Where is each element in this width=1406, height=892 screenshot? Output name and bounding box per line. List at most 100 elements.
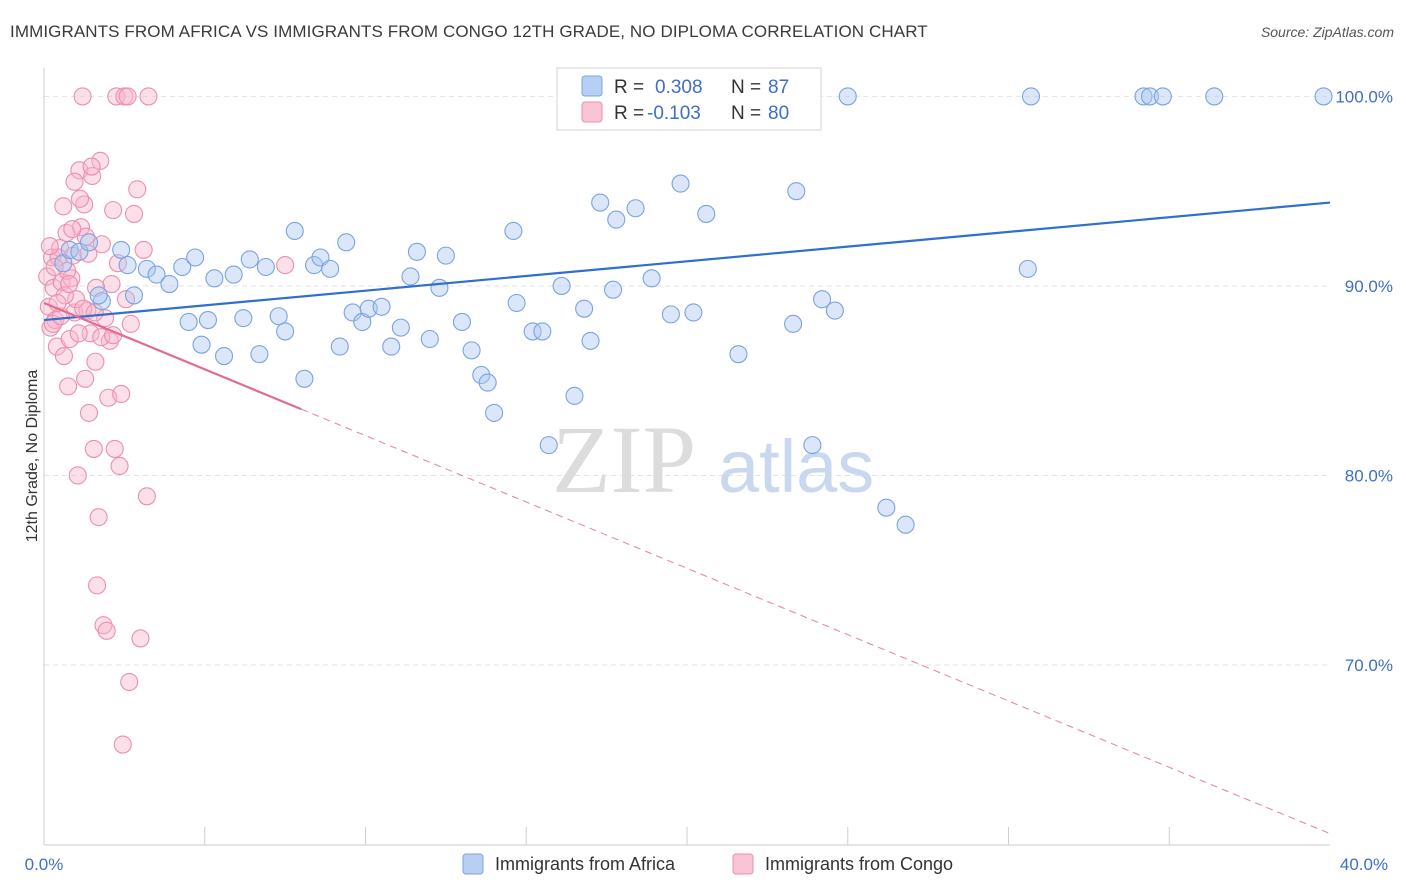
point-africa-26 xyxy=(285,221,304,241)
point-africa-19 xyxy=(224,265,243,284)
point-africa-25 xyxy=(276,322,295,341)
point-congo-71 xyxy=(40,237,59,256)
legend-r-value-congo: -0.103 xyxy=(647,103,701,124)
point-africa-49 xyxy=(504,221,523,241)
point-africa-51 xyxy=(523,322,542,341)
point-africa-40 xyxy=(407,242,426,261)
point-africa-45 xyxy=(462,341,481,360)
point-congo-38 xyxy=(102,274,121,294)
bottom-legend: Immigrants from Africa Immigrants from C… xyxy=(462,853,953,875)
watermark-atlas: atlas xyxy=(718,425,874,508)
legend-n-label-congo: N = xyxy=(731,103,761,124)
point-africa-54 xyxy=(552,276,571,295)
legend-n-value-africa: 87 xyxy=(768,77,789,98)
point-congo-45 xyxy=(113,735,132,754)
point-africa-81 xyxy=(1153,87,1172,106)
trend-line-congo-solid xyxy=(43,301,302,411)
y-tick-label-80: 80.0% xyxy=(1345,466,1393,485)
point-africa-69 xyxy=(784,314,803,333)
point-africa-23 xyxy=(256,257,275,277)
point-congo-30 xyxy=(89,508,108,527)
trend-line-congo-dashed xyxy=(300,408,1331,835)
point-congo-52 xyxy=(128,180,147,199)
point-africa-4 xyxy=(92,292,111,311)
point-africa-10 xyxy=(147,265,166,284)
point-africa-73 xyxy=(825,301,844,320)
watermark-zip: ZIP xyxy=(552,406,696,513)
point-africa-42 xyxy=(430,278,449,297)
point-africa-47 xyxy=(478,373,497,392)
point-congo-58 xyxy=(55,286,74,305)
point-africa-76 xyxy=(896,515,915,534)
point-africa-2 xyxy=(70,242,89,261)
point-africa-67 xyxy=(729,345,748,364)
point-congo-66 xyxy=(45,257,64,277)
legend-box: R = 0.308 N = 87 R = -0.103 N = 80 xyxy=(556,67,822,131)
point-africa-74 xyxy=(838,87,857,106)
point-congo-55 xyxy=(137,487,156,506)
source-label: Source: ZipAtlas.com xyxy=(1260,24,1394,40)
point-africa-5 xyxy=(89,286,108,305)
legend-n-label-africa: N = xyxy=(731,77,761,98)
point-congo-27 xyxy=(84,439,103,458)
point-africa-8 xyxy=(124,286,144,305)
point-congo-48 xyxy=(118,87,137,106)
point-congo-64 xyxy=(63,220,82,239)
point-africa-13 xyxy=(179,312,198,331)
point-congo-76 xyxy=(70,189,90,208)
point-congo-50 xyxy=(121,314,140,333)
point-congo-39 xyxy=(104,201,123,220)
point-africa-57 xyxy=(581,331,600,350)
legend-swatch-congo xyxy=(581,101,603,123)
point-congo-17 xyxy=(68,466,87,485)
point-congo-29 xyxy=(87,576,107,595)
point-congo-24 xyxy=(79,403,99,422)
legend-r-value-africa: 0.308 xyxy=(655,77,703,98)
bottom-legend-label-congo: Immigrants from Congo xyxy=(765,854,953,874)
point-congo-62 xyxy=(82,157,101,176)
point-africa-63 xyxy=(661,305,680,324)
point-congo-44 xyxy=(112,384,131,404)
point-africa-39 xyxy=(401,267,420,286)
point-africa-44 xyxy=(452,312,472,331)
trend-line-africa xyxy=(43,201,1331,322)
point-africa-59 xyxy=(604,280,623,299)
point-africa-14 xyxy=(186,248,205,267)
x-tick-label-min: 0.0% xyxy=(25,855,64,874)
y-tick-labels: 70.0% 80.0% 90.0% 100.0% xyxy=(1335,87,1393,675)
point-africa-82 xyxy=(1205,87,1224,106)
point-congo-16 xyxy=(67,290,86,309)
point-africa-55 xyxy=(565,386,584,405)
point-congo-72 xyxy=(65,172,84,191)
point-africa-61 xyxy=(626,199,645,218)
y-tick-label-90: 90.0% xyxy=(1345,277,1393,296)
point-congo-49 xyxy=(120,672,139,692)
point-congo-51 xyxy=(124,204,144,223)
point-africa-32 xyxy=(337,233,356,252)
point-africa-75 xyxy=(877,498,896,517)
point-africa-3 xyxy=(79,233,99,252)
point-africa-72 xyxy=(812,290,832,309)
point-africa-46 xyxy=(472,365,491,385)
legend-r-label-africa: R = xyxy=(614,77,644,98)
point-africa-41 xyxy=(420,329,439,349)
point-congo-9 xyxy=(54,197,73,216)
point-africa-79 xyxy=(1134,87,1153,106)
point-congo-77 xyxy=(54,347,73,366)
point-congo-20 xyxy=(73,87,92,106)
point-africa-17 xyxy=(205,269,224,288)
point-africa-64 xyxy=(671,174,690,193)
point-congo-54 xyxy=(134,240,153,259)
point-africa-77 xyxy=(1018,259,1037,278)
point-africa-16 xyxy=(198,311,218,330)
bottom-legend-swatch-africa xyxy=(462,853,484,875)
point-africa-80 xyxy=(1140,87,1160,106)
point-africa-71 xyxy=(803,436,822,455)
point-africa-24 xyxy=(269,307,288,326)
point-congo-43 xyxy=(110,456,129,476)
point-africa-48 xyxy=(485,403,504,422)
point-congo-67 xyxy=(76,369,95,388)
point-congo-63 xyxy=(69,324,88,343)
point-africa-65 xyxy=(684,303,703,322)
